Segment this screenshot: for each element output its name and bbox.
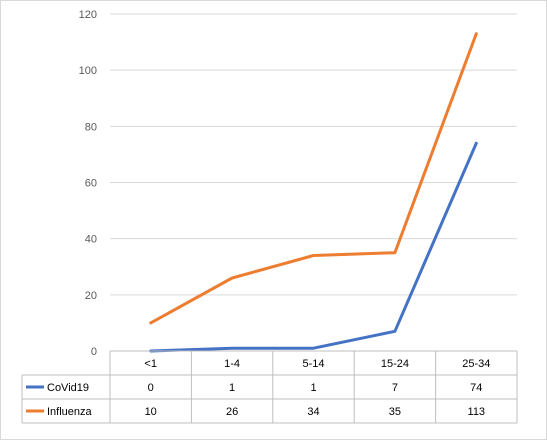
legend-label: Influenza <box>47 406 93 418</box>
x-tick-label: 1-4 <box>224 358 240 370</box>
legend-label: CoVid19 <box>47 382 89 394</box>
y-tick-label: 40 <box>85 234 97 246</box>
series-line-0 <box>149 141 478 353</box>
y-tick-label: 80 <box>85 121 97 133</box>
y-tick-label: 20 <box>85 290 97 302</box>
data-label: 10 <box>145 406 157 418</box>
x-tick-label: 15-24 <box>381 358 409 370</box>
series-line-1 <box>149 32 478 325</box>
data-label: 35 <box>389 406 401 418</box>
x-tick-label: <1 <box>144 358 157 370</box>
data-table: <1 1-4 5-14 15-24 25-34 CoVid19 0 1 1 7 74 Influenz… <box>21 350 518 424</box>
data-label: 34 <box>307 406 319 418</box>
data-label: 7 <box>392 382 398 394</box>
y-tick-label: 100 <box>79 65 97 77</box>
y-tick-label: 60 <box>85 178 97 190</box>
series-lines <box>149 32 478 353</box>
x-tick-label: 5-14 <box>302 358 324 370</box>
data-label: 0 <box>148 382 154 394</box>
y-axis-ticks: 0 20 40 60 80 100 120 <box>79 9 97 358</box>
data-label: 113 <box>468 406 486 418</box>
y-tick-label: 120 <box>79 9 97 21</box>
gridlines <box>110 13 517 296</box>
x-tick-label: 25-34 <box>462 358 490 370</box>
y-tick-label: 0 <box>91 346 97 358</box>
data-label: 74 <box>470 382 482 394</box>
data-label: 1 <box>310 382 316 394</box>
data-label: 1 <box>229 382 235 394</box>
data-label: 26 <box>226 406 238 418</box>
